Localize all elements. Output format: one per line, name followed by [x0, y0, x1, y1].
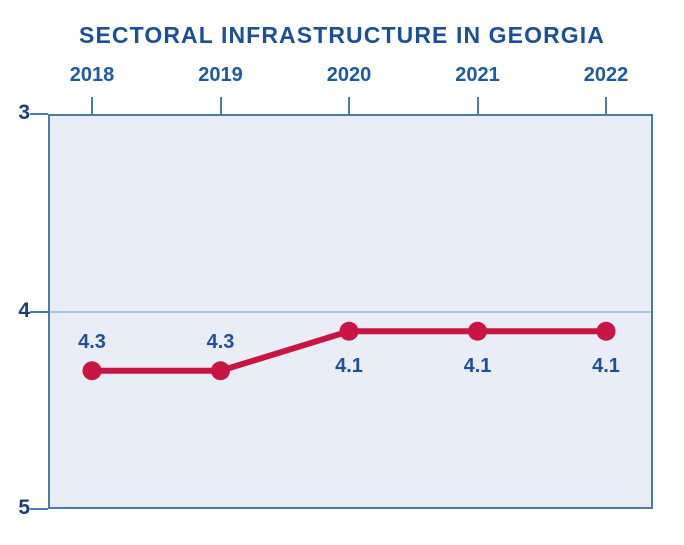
data-point-marker — [596, 321, 616, 341]
line-series — [82, 321, 616, 381]
y-tick-label: 5 — [18, 496, 30, 519]
x-tick-label: 2019 — [198, 64, 243, 86]
x-tick-mark — [348, 97, 350, 114]
y-tick-mark — [30, 113, 48, 115]
data-point-marker — [82, 361, 102, 381]
y-tick-mark — [30, 310, 48, 313]
x-tick-mark — [605, 97, 607, 114]
data-point-marker — [339, 321, 359, 341]
plot-area — [48, 114, 653, 509]
data-point-label: 4.1 — [463, 355, 492, 378]
y-tick-label: 4 — [18, 298, 30, 322]
data-point-marker — [468, 321, 487, 341]
x-tick-label: 2018 — [69, 64, 115, 86]
y-tick-mark — [30, 508, 48, 510]
x-tick-mark — [219, 97, 222, 114]
x-tick-label: 2022 — [583, 64, 629, 86]
y-tick-label: 3 — [18, 101, 30, 124]
chart-title: SECTORAL INFRASTRUCTURE IN GEORGIA — [79, 22, 605, 48]
x-tick-label: 2021 — [455, 64, 500, 86]
data-point-label: 4.3 — [78, 330, 106, 353]
x-tick-mark — [476, 97, 479, 114]
x-tick-mark — [91, 97, 93, 114]
data-point-label: 4.1 — [592, 355, 620, 378]
data-point-marker — [211, 361, 230, 381]
data-point-label: 4.1 — [335, 355, 363, 378]
data-point-label: 4.3 — [206, 330, 235, 353]
gridline — [50, 310, 651, 313]
x-tick-label: 2020 — [326, 64, 372, 86]
